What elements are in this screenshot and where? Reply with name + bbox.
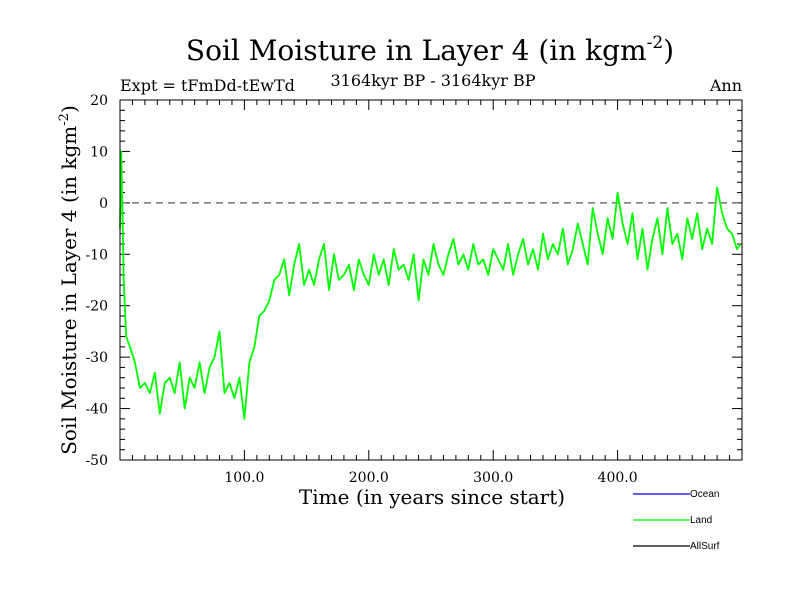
legend: Ocean Land AllSurf	[633, 489, 720, 552]
legend-land-label: Land	[690, 515, 712, 526]
legend-ocean-label: Ocean	[690, 489, 719, 500]
chart-title-superscript: -2	[647, 33, 664, 53]
axis-ticks	[120, 100, 742, 460]
plot-frame	[119, 99, 743, 461]
y-axis-label-main: Soil Moisture in Layer 4 (in kgm	[57, 126, 81, 455]
y-tick-label: 20	[90, 93, 108, 109]
chart-title-main: Soil Moisture in Layer 4 (in kgm	[186, 34, 647, 67]
y-tick-label: 0	[99, 196, 108, 212]
y-tick-label: -30	[85, 350, 108, 366]
x-tick-label: 300.0	[473, 470, 513, 486]
y-tick-label: 10	[90, 144, 108, 160]
y-tick-label: -50	[85, 453, 108, 469]
x-tick-label: 100.0	[224, 470, 264, 486]
y-axis-label: Soil Moisture in Layer 4 (in kgm-2)	[57, 105, 81, 455]
y-tick-label: -20	[85, 299, 108, 315]
period-label: 3164kyr BP - 3164kyr BP	[331, 71, 536, 90]
chart-title: Soil Moisture in Layer 4 (in kgm-2)	[186, 33, 674, 67]
chart-title-close: )	[663, 34, 674, 67]
x-tick-label: 400.0	[598, 470, 638, 486]
land-series-line	[119, 150, 742, 420]
x-tick-label: 200.0	[349, 470, 389, 486]
y-axis-label-superscript: -2	[57, 113, 72, 126]
y-tick-label: -40	[85, 402, 108, 418]
legend-allsurf-label: AllSurf	[690, 541, 720, 552]
axis-tick-labels: 100.0 200.0 300.0 400.0 -50 -40 -30 -20 -10 0 10 20	[85, 93, 637, 486]
x-axis-label: Time (in years since start)	[299, 485, 565, 509]
y-axis-label-close: )	[57, 105, 81, 113]
experiment-label: Expt = tFmDd-tEwTd	[120, 76, 295, 95]
y-tick-label: -10	[85, 247, 108, 263]
season-label: Ann	[709, 76, 742, 95]
